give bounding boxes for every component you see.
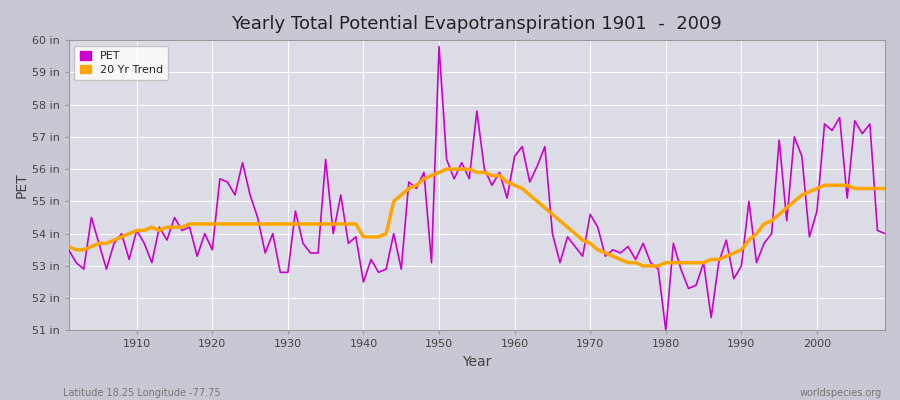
PET — [608, 247, 618, 252]
PET — [434, 44, 445, 49]
20 Yr Trend — [123, 231, 134, 236]
Text: Latitude 18.25 Longitude -77.75: Latitude 18.25 Longitude -77.75 — [63, 388, 220, 398]
PET — [63, 247, 74, 252]
PET — [123, 257, 134, 262]
PET — [517, 144, 527, 149]
20 Yr Trend — [441, 167, 452, 172]
Text: worldspecies.org: worldspecies.org — [800, 388, 882, 398]
Legend: PET, 20 Yr Trend: PET, 20 Yr Trend — [74, 46, 168, 80]
PET — [336, 192, 346, 197]
20 Yr Trend — [517, 186, 527, 191]
PET — [290, 209, 301, 214]
Y-axis label: PET: PET — [15, 172, 29, 198]
Line: 20 Yr Trend: 20 Yr Trend — [68, 169, 885, 266]
20 Yr Trend — [608, 254, 618, 259]
20 Yr Trend — [509, 183, 520, 188]
20 Yr Trend — [336, 222, 346, 226]
PET — [509, 154, 520, 159]
20 Yr Trend — [638, 264, 649, 268]
Title: Yearly Total Potential Evapotranspiration 1901  -  2009: Yearly Total Potential Evapotranspiratio… — [231, 15, 722, 33]
Line: PET: PET — [68, 46, 885, 330]
X-axis label: Year: Year — [463, 355, 491, 369]
PET — [879, 231, 890, 236]
20 Yr Trend — [63, 244, 74, 249]
PET — [661, 328, 671, 333]
20 Yr Trend — [879, 186, 890, 191]
20 Yr Trend — [290, 222, 301, 226]
